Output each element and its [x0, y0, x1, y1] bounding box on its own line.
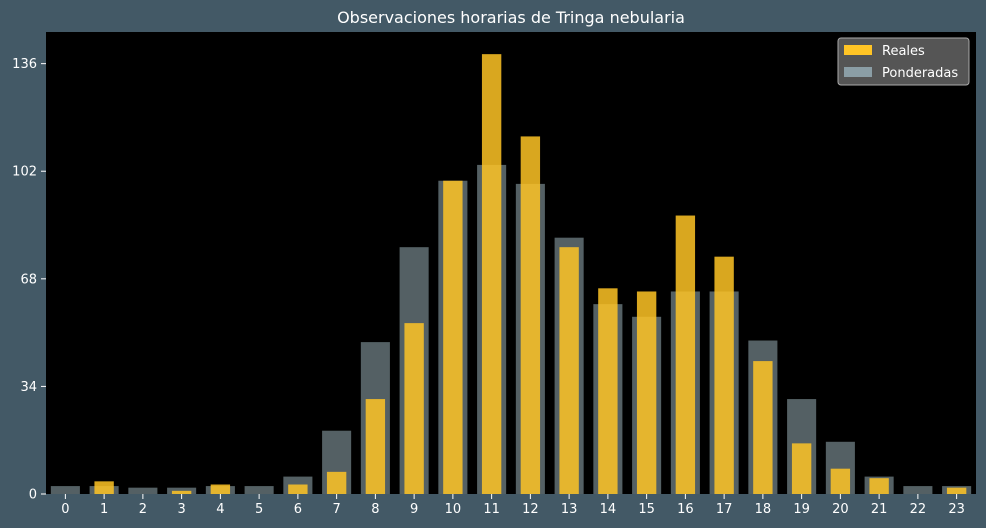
- real-bars: [51, 54, 971, 495]
- bar-weighted-overlay-20: [826, 442, 855, 494]
- x-tick-label: 15: [638, 502, 655, 517]
- y-tick-label: 0: [29, 488, 37, 503]
- legend-label-weighted: Ponderadas: [882, 66, 958, 81]
- bar-real-17: [714, 256, 734, 494]
- x-axis: 0 1 2 3 4 5 6 7 8 9 10 11 12 13 14 15 16 17 18 19 20 21 22 23: [61, 494, 965, 517]
- bar-weighted-22: [903, 486, 933, 494]
- bar-weighted-overlay-14: [593, 304, 622, 494]
- x-tick-label: 5: [255, 502, 263, 517]
- legend: Reales Ponderadas: [837, 37, 970, 86]
- bar-weighted-0: [50, 486, 80, 494]
- x-tick-label: 1: [100, 502, 108, 517]
- bar-real-3: [171, 490, 192, 494]
- bar-weighted-overlay-16: [671, 291, 700, 494]
- bar-weighted-overlay-2: [128, 488, 157, 494]
- y-tick-label: 136: [12, 57, 37, 72]
- bar-real-6: [288, 484, 308, 494]
- x-tick-label: 0: [61, 502, 69, 517]
- bar-real-13: [559, 247, 579, 494]
- bar-real-12: [520, 136, 541, 494]
- x-tick-label: 9: [410, 502, 418, 517]
- legend-label-real: Reales: [882, 44, 925, 59]
- bar-real-9: [404, 323, 424, 494]
- bar-weighted-overlay-19: [787, 399, 816, 494]
- bar-weighted-overlay-3: [167, 488, 196, 494]
- x-tick-label: 14: [600, 502, 617, 517]
- x-tick-label: 10: [445, 502, 462, 517]
- bar-real-11: [481, 54, 502, 494]
- x-tick-label: 23: [948, 502, 965, 517]
- bar-real-19: [791, 443, 812, 494]
- y-tick-label: 68: [20, 272, 37, 287]
- bar-weighted-overlay-11: [477, 165, 506, 494]
- y-tick-label: 102: [12, 165, 37, 180]
- bar-real-21: [869, 478, 889, 494]
- bar-real-1: [94, 481, 114, 494]
- x-tick-label: 16: [677, 502, 694, 517]
- bar-weighted-overlay-15: [632, 317, 661, 494]
- bar-real-7: [326, 471, 347, 494]
- x-tick-label: 12: [522, 502, 539, 517]
- x-tick-label: 21: [871, 502, 888, 517]
- bar-weighted-overlay-0: [51, 486, 80, 494]
- bar-weighted-5: [244, 486, 274, 494]
- bar-real-10: [443, 180, 463, 495]
- x-tick-label: 7: [332, 502, 340, 517]
- bar-weighted-overlay-10: [438, 181, 467, 494]
- x-tick-label: 22: [910, 502, 927, 517]
- bar-real-16: [675, 215, 696, 494]
- bar-weighted-overlay-17: [710, 291, 739, 494]
- bar-weighted-2: [128, 487, 158, 494]
- legend-swatch-weighted: [844, 67, 872, 77]
- x-tick-label: 6: [294, 502, 302, 517]
- bar-weighted-overlay-13: [555, 238, 584, 494]
- plot-area: [46, 32, 976, 494]
- bar-real-4: [210, 484, 231, 494]
- bar-weighted-overlay-5: [245, 486, 274, 494]
- x-tick-label: 17: [716, 502, 733, 517]
- bar-real-15: [636, 291, 657, 494]
- y-tick-label: 34: [20, 380, 37, 395]
- x-tick-label: 2: [139, 502, 147, 517]
- x-tick-label: 11: [483, 502, 500, 517]
- x-tick-label: 19: [793, 502, 810, 517]
- bar-real-18: [753, 361, 773, 494]
- legend-swatch-real: [844, 45, 872, 55]
- x-tick-label: 20: [832, 502, 849, 517]
- x-tick-label: 13: [561, 502, 578, 517]
- bar-weighted-overlay-1: [90, 486, 119, 494]
- bar-weighted-overlay-6: [283, 477, 312, 494]
- x-tick-label: 4: [216, 502, 224, 517]
- bar-weighted-overlay-8: [361, 342, 390, 494]
- bar-weighted-overlay-23: [942, 486, 971, 494]
- bar-weighted-overlay-9: [400, 247, 429, 494]
- bar-weighted-overlay-22: [903, 486, 932, 494]
- y-axis: 0 34 68 102 136: [12, 57, 46, 503]
- x-tick-label: 8: [371, 502, 379, 517]
- bar-weighted-overlay-7: [322, 431, 351, 494]
- bar-weighted-overlay-21: [865, 477, 894, 494]
- bar-real-14: [598, 288, 618, 494]
- chart-title: Observaciones horarias de Tringa nebular…: [337, 8, 685, 27]
- x-tick-label: 18: [755, 502, 772, 517]
- x-tick-label: 3: [177, 502, 185, 517]
- bar-real-20: [830, 468, 851, 494]
- bar-real-8: [365, 399, 386, 494]
- bar-real-23: [946, 487, 967, 494]
- bar-weighted-overlay-4: [206, 486, 235, 494]
- bar-weighted-overlay-18: [748, 341, 777, 494]
- bar-weighted-overlay-12: [516, 184, 545, 494]
